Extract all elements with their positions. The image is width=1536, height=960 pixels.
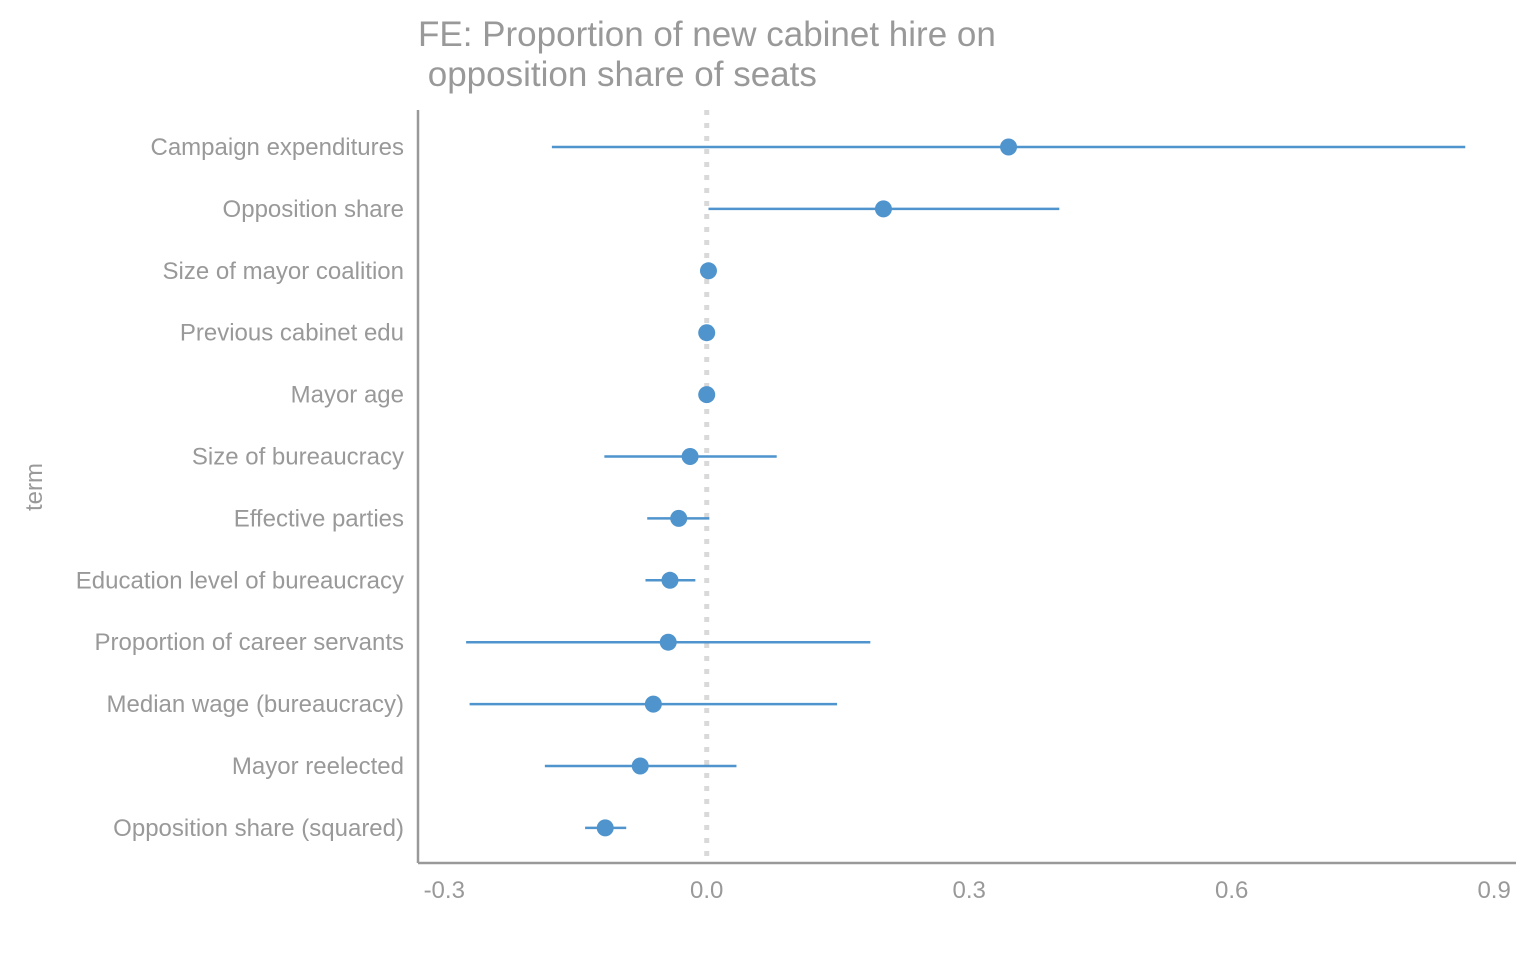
y-tick-label: Mayor reelected: [232, 753, 404, 780]
coefficient-row: [585, 819, 627, 837]
y-axis-title: term: [21, 463, 48, 511]
point-estimate: [631, 757, 649, 775]
point-estimate: [681, 448, 699, 465]
y-tick-label: Previous cabinet edu: [180, 320, 404, 347]
coefficient-row: [466, 633, 871, 651]
point-estimate: [659, 633, 677, 651]
point-estimate: [596, 819, 614, 837]
coefficient-row: [708, 200, 1060, 218]
point-estimate: [1000, 138, 1018, 156]
y-tick-label: Size of mayor coalition: [163, 258, 404, 285]
x-tick-label: 0.9: [1477, 877, 1510, 904]
point-estimate: [644, 695, 662, 713]
y-tick-label: Opposition share: [223, 196, 404, 223]
y-tick-label: Mayor age: [291, 382, 404, 409]
x-tick-label: -0.3: [424, 877, 465, 904]
point-estimate: [670, 509, 688, 527]
point-estimate: [698, 386, 716, 404]
point-estimate: [874, 200, 892, 218]
y-tick-label: Median wage (bureaucracy): [107, 691, 404, 718]
axes: [416, 110, 1516, 865]
coefficient-row: [647, 509, 710, 527]
y-tick-label: Campaign expenditures: [151, 134, 405, 161]
y-tick-label: Proportion of career servants: [95, 629, 404, 656]
point-estimate: [698, 324, 716, 342]
coefficient-row: [551, 138, 1466, 156]
coefficient-row: [469, 695, 838, 713]
coefficient-row: [544, 757, 737, 775]
coefficient-row: [645, 571, 696, 589]
x-tick-labels: -0.3 0.0 0.3 0.6 0.9: [424, 877, 1511, 904]
coefficient-row: [698, 324, 716, 342]
chart-title: FE: Proportion of new cabinet hire on op…: [418, 15, 996, 94]
point-estimate: [661, 571, 679, 589]
x-tick-label: 0.3: [952, 877, 985, 904]
coefficient-row: [604, 448, 777, 465]
x-tick-label: 0.6: [1215, 877, 1248, 904]
y-tick-label: Size of bureaucracy: [192, 444, 404, 471]
x-tick-label: 0.0: [690, 877, 723, 904]
y-tick-label: Opposition share (squared): [113, 815, 404, 842]
coefficient-row: [699, 262, 717, 280]
y-tick-label: Education level of bureaucracy: [76, 567, 404, 594]
chart-title-line-2: opposition share of seats: [418, 55, 817, 94]
y-tick-labels: Campaign expenditures Opposition share Siz…: [76, 134, 404, 842]
coefficient-row: [698, 386, 716, 404]
y-tick-label: Effective parties: [234, 505, 404, 532]
point-estimate: [699, 262, 717, 280]
coefficient-marks: [466, 138, 1466, 837]
chart-title-line-1: FE: Proportion of new cabinet hire on: [418, 15, 996, 54]
